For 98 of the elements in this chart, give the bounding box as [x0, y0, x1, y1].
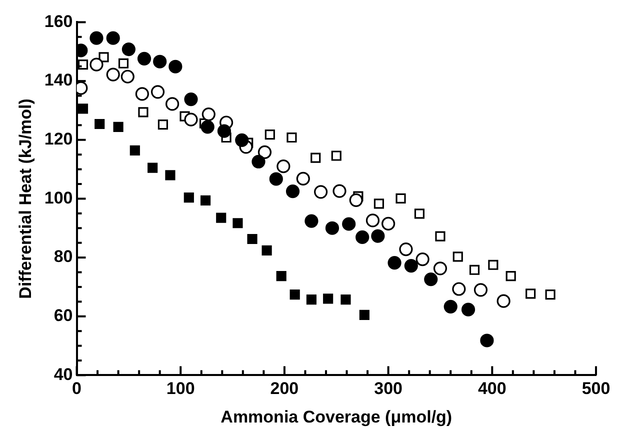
x-tick-label: 500	[582, 379, 610, 398]
point	[332, 184, 346, 198]
point	[118, 58, 129, 68]
point	[148, 162, 158, 173]
point	[496, 294, 510, 308]
x-axis-title: Ammonia Coverage (μmol/g)	[220, 407, 452, 426]
point	[200, 195, 211, 206]
point	[106, 31, 120, 45]
y-tick-label: 100	[44, 188, 73, 208]
point	[276, 271, 286, 282]
point	[290, 290, 300, 300]
point	[331, 150, 342, 161]
point	[342, 217, 356, 231]
y-axis-title: Differential Heat (kJ/mol)	[16, 98, 35, 299]
point	[252, 154, 266, 168]
point	[306, 294, 316, 305]
point	[168, 60, 182, 74]
point	[153, 54, 167, 68]
x-tick-label: 100	[166, 379, 195, 398]
point	[526, 288, 536, 299]
point	[90, 58, 104, 72]
point	[264, 130, 275, 140]
point	[94, 118, 105, 130]
point	[399, 242, 413, 256]
y-tick-label: 120	[44, 130, 73, 149]
y-tick-label: 60	[54, 306, 73, 326]
y-tick-label: 80	[54, 247, 73, 266]
point	[184, 92, 198, 106]
point	[200, 120, 214, 134]
point	[414, 208, 425, 219]
point	[217, 124, 232, 138]
point	[262, 245, 272, 256]
point	[286, 132, 297, 143]
point	[120, 70, 134, 84]
point	[314, 185, 328, 199]
point	[382, 216, 396, 231]
point	[122, 42, 136, 56]
x-tick-label: 400	[478, 379, 506, 398]
point	[371, 229, 385, 243]
point	[506, 271, 516, 282]
y-tick-label: 40	[54, 364, 73, 384]
point	[232, 218, 243, 228]
point	[78, 60, 88, 70]
point	[480, 334, 494, 348]
point	[137, 52, 152, 66]
point	[396, 193, 406, 204]
point	[349, 193, 363, 207]
point	[235, 133, 249, 147]
point	[150, 85, 165, 99]
point	[276, 160, 290, 174]
point	[113, 122, 124, 132]
point	[78, 104, 88, 114]
point	[340, 294, 351, 305]
point	[416, 252, 430, 266]
x-tick-label: 0	[72, 379, 82, 398]
point	[323, 294, 334, 304]
point	[404, 258, 418, 273]
point	[90, 31, 104, 45]
point	[433, 262, 448, 276]
point	[356, 230, 370, 244]
x-tick-label: 200	[270, 379, 299, 398]
point	[216, 212, 226, 223]
point	[165, 170, 176, 180]
point	[545, 290, 556, 300]
point	[374, 198, 384, 209]
x-tick-label: 300	[374, 379, 402, 398]
point	[130, 145, 140, 156]
point	[138, 107, 148, 118]
point	[435, 231, 446, 242]
point	[184, 112, 198, 126]
point	[269, 172, 283, 186]
point	[296, 172, 310, 186]
y-tick-label: 140	[44, 70, 73, 90]
point	[469, 264, 480, 275]
point	[106, 68, 120, 82]
point	[258, 145, 272, 160]
point	[424, 272, 438, 286]
y-tick-label: 160	[44, 12, 73, 31]
point	[98, 52, 109, 62]
point	[474, 283, 488, 297]
point	[135, 87, 149, 101]
point	[452, 252, 463, 262]
point	[359, 310, 370, 320]
point	[366, 214, 380, 228]
point	[325, 221, 340, 235]
point	[202, 107, 216, 122]
point	[158, 120, 168, 130]
point	[184, 192, 194, 203]
point	[247, 234, 258, 244]
point	[310, 152, 321, 163]
point	[488, 260, 498, 270]
point	[444, 300, 458, 314]
point	[166, 97, 180, 111]
point	[286, 184, 300, 198]
point	[304, 214, 318, 228]
point	[452, 282, 466, 296]
point	[461, 302, 476, 316]
point	[388, 256, 402, 270]
